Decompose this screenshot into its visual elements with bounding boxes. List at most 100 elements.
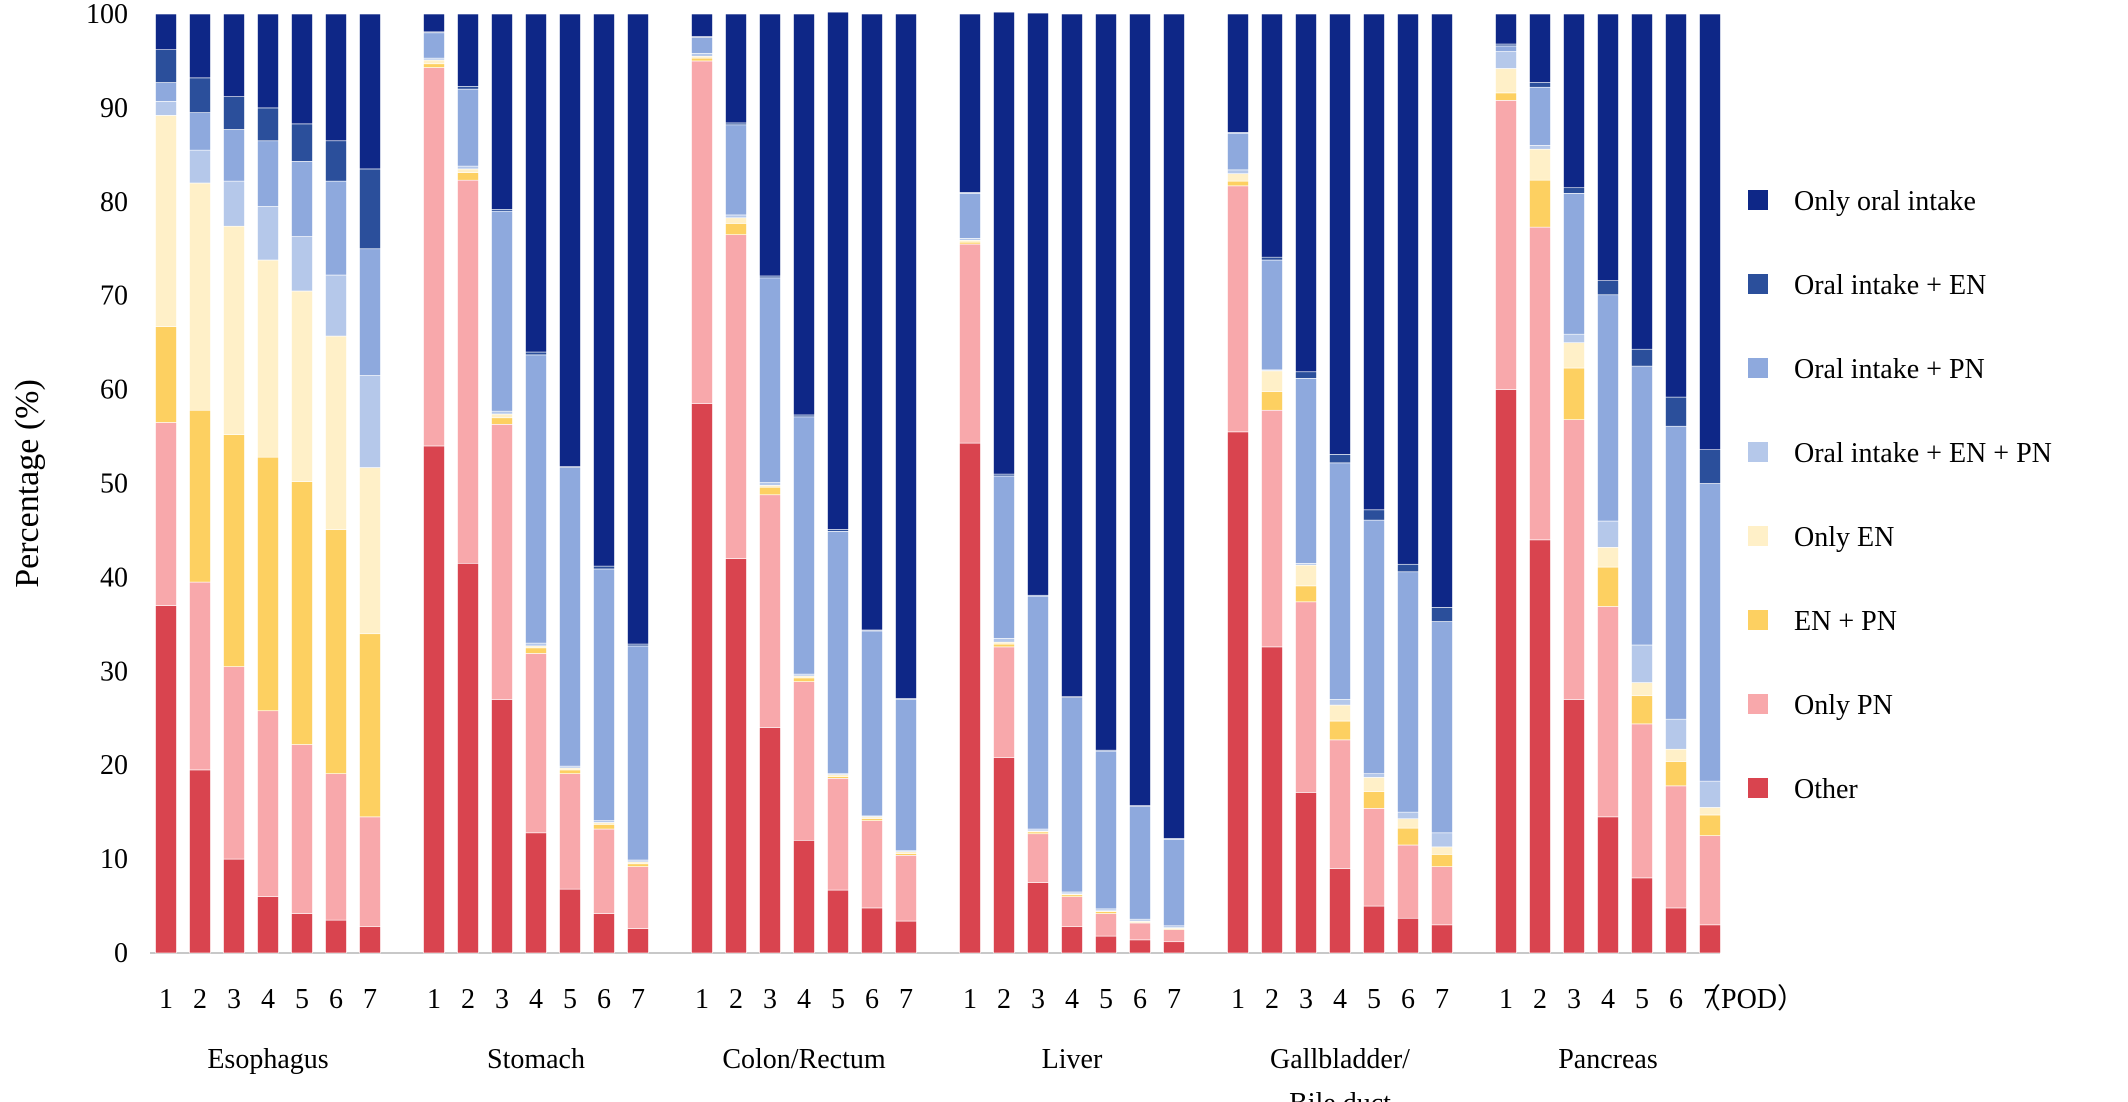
x-unit-label: （POD） xyxy=(1693,983,1805,1015)
legend-label: Only PN xyxy=(1794,690,1893,721)
group-label: Bile duct xyxy=(1289,1088,1391,1102)
bar-segment: Colon/Rectum POD 7 – Only PN: 7 xyxy=(895,855,917,922)
bar-segment: Stomach POD 2 – EN + PN: 0.8 xyxy=(457,172,479,181)
bar-segment: Pancreas POD 3 – Only PN: 29.8 xyxy=(1563,419,1585,700)
bar-segment: Stomach POD 7 – EN + PN: 0.3 xyxy=(627,863,649,867)
x-tick-label: 1 xyxy=(695,984,709,1015)
bar-segment: Colon/Rectum POD 6 – Oral intake + PN: 1… xyxy=(861,630,883,817)
bar-segment: Stomach POD 3 – Only PN: 29.3 xyxy=(491,424,513,700)
bar-segment: Liver POD 5 – Other: 1.8 xyxy=(1095,935,1117,954)
bar-segment: Esophagus POD 7 – Other: 2.8 xyxy=(359,926,381,954)
x-tick-label: 4 xyxy=(1601,984,1615,1015)
bar-segment: Esophagus POD 4 – Only PN: 19.8 xyxy=(257,710,279,897)
bar-segment: Gallbladder/ Bile duct POD 1 – Oral inta… xyxy=(1227,169,1249,174)
bar-segment: Esophagus POD 3 – Oral intake + EN + PN:… xyxy=(223,180,245,227)
bar-segment: Colon/Rectum POD 2 – EN + PN: 1.2 xyxy=(725,223,747,235)
bar-segment: Gallbladder/ Bile duct POD 5 – EN + PN: … xyxy=(1363,791,1385,809)
bar-segment: Pancreas POD 3 – Only EN: 2.7 xyxy=(1563,342,1585,369)
bar-segment: Gallbladder/ Bile duct POD 5 – Other: 5 xyxy=(1363,905,1385,954)
bar-segment: Liver POD 3 – Oral intake + PN: 24.8 xyxy=(1027,595,1049,830)
bar-segment: Pancreas POD 2 – Oral intake + EN + PN: … xyxy=(1529,145,1551,150)
bar-segment: Colon/Rectum POD 1 – Oral intake + EN + … xyxy=(691,53,713,57)
bar-segment: Esophagus POD 4 – Only oral intake: 10 xyxy=(257,13,279,109)
bar-segment: Colon/Rectum POD 1 – EN + PN: 0.3 xyxy=(691,57,713,62)
bar-segment: Pancreas POD 1 – Only EN: 2.6 xyxy=(1495,68,1517,94)
bar-segment: Stomach POD 1 – Only PN: 40.3 xyxy=(423,67,445,447)
bar-segment: Liver POD 2 – Only oral intake: 49.2 xyxy=(993,11,1015,475)
bar-segment: Esophagus POD 6 – Oral intake + EN + PN:… xyxy=(325,274,347,337)
bar-segment: Pancreas POD 5 – Other: 8 xyxy=(1631,877,1653,954)
x-tick-label: 2 xyxy=(193,984,207,1015)
bar-segment: Pancreas POD 2 – Oral intake + PN: 6.2 xyxy=(1529,86,1551,146)
legend-swatch xyxy=(1748,274,1768,294)
bar-segment: Esophagus POD 6 – Only EN: 20.6 xyxy=(325,335,347,530)
bar-segment: Gallbladder/ Bile duct POD 4 – Other: 9 xyxy=(1329,868,1351,954)
bar-segment: Stomach POD 5 – Other: 6.8 xyxy=(559,888,581,954)
bar-segment: Gallbladder/ Bile duct POD 3 – Only PN: … xyxy=(1295,601,1317,793)
bar-segment: Stomach POD 4 – EN + PN: 0.6 xyxy=(525,647,547,654)
bar-segment: Gallbladder/ Bile duct POD 6 – Only oral… xyxy=(1397,13,1419,565)
x-tick-label: 1 xyxy=(1499,984,1513,1015)
bar-segment: Pancreas POD 7 – Other: 3 xyxy=(1699,924,1721,954)
y-tick-label: 80 xyxy=(100,187,128,218)
bar-segment: Esophagus POD 2 – Oral intake + EN: 3.7 xyxy=(189,77,211,113)
y-tick-label: 50 xyxy=(100,469,128,500)
bar-segment: Stomach POD 5 – Only oral intake: 48.2 xyxy=(559,13,581,467)
bar-segment: Pancreas POD 2 – Only EN: 3.3 xyxy=(1529,148,1551,181)
bar-segment: Gallbladder/ Bile duct POD 1 – Only oral… xyxy=(1227,13,1249,133)
bar-segment: Pancreas POD 7 – Only PN: 9.5 xyxy=(1699,835,1721,926)
bar-segment: Pancreas POD 1 – EN + PN: 0.8 xyxy=(1495,92,1517,101)
bar-segment: Stomach POD 4 – Other: 12.8 xyxy=(525,832,547,954)
bar-segment: Gallbladder/ Bile duct POD 7 – Oral inta… xyxy=(1431,621,1453,834)
x-tick-label: 4 xyxy=(797,984,811,1015)
bar-segment: Gallbladder/ Bile duct POD 4 – Only EN: … xyxy=(1329,704,1351,722)
bar-segment: Esophagus POD 4 – Oral intake + EN: 3.5 xyxy=(257,107,279,142)
y-tick-label: 100 xyxy=(86,0,128,30)
bar-segment: Esophagus POD 5 – Oral intake + PN: 8 xyxy=(291,161,313,237)
bar-segment: Liver POD 7 – Only oral intake: 87.8 xyxy=(1163,13,1185,839)
bar-segment: Stomach POD 6 – Only PN: 9 xyxy=(593,828,615,914)
bar-segment: Colon/Rectum POD 2 – Other: 42 xyxy=(725,558,747,954)
bar-segment: Gallbladder/ Bile duct POD 7 – Oral inta… xyxy=(1431,832,1453,848)
bar-segment: Gallbladder/ Bile duct POD 7 – Oral inta… xyxy=(1431,607,1453,622)
bar-segment: Esophagus POD 6 – Oral intake + EN: 4.3 xyxy=(325,140,347,182)
bar-segment: Liver POD 5 – Oral intake + PN: 16.8 xyxy=(1095,750,1117,910)
bar-segment: Esophagus POD 4 – Oral intake + PN: 7 xyxy=(257,140,279,207)
bar-segment: Gallbladder/ Bile duct POD 5 – Only EN: … xyxy=(1363,777,1385,792)
x-tick-label: 1 xyxy=(963,984,977,1015)
bar-segment: Gallbladder/ Bile duct POD 2 – Other: 32… xyxy=(1261,646,1283,954)
x-tick-label: 2 xyxy=(729,984,743,1015)
bar-segment: Gallbladder/ Bile duct POD 1 – Other: 55… xyxy=(1227,431,1249,954)
bar-segment: Esophagus POD 1 – Only oral intake: 3.8 xyxy=(155,13,177,50)
bar-segment: Esophagus POD 2 – Oral intake + EN + PN:… xyxy=(189,149,211,184)
bar-segment: Pancreas POD 6 – Oral intake + EN + PN: … xyxy=(1665,718,1687,750)
bar-segment: Gallbladder/ Bile duct POD 7 – Only oral… xyxy=(1431,13,1453,608)
bar-segment: Stomach POD 1 – Only EN: 0.4 xyxy=(423,59,445,65)
y-tick-label: 0 xyxy=(114,938,128,969)
bar-segment: Stomach POD 7 – Other: 2.6 xyxy=(627,928,649,954)
x-tick-label: 7 xyxy=(363,984,377,1015)
bar-segment: Esophagus POD 5 – Oral intake + EN: 4 xyxy=(291,123,313,162)
bar-segment: Colon/Rectum POD 2 – Only oral intake: 1… xyxy=(725,13,747,124)
bar-segment: Colon/Rectum POD 6 – Other: 4.8 xyxy=(861,907,883,954)
bar-segment: Colon/Rectum POD 1 – Other: 58.5 xyxy=(691,403,713,954)
bar-segment: Stomach POD 2 – Only PN: 40.8 xyxy=(457,179,479,564)
bar-segment: Stomach POD 1 – EN + PN: 0.4 xyxy=(423,63,445,68)
bar-segment: Stomach POD 3 – Other: 27 xyxy=(491,699,513,954)
bar-segment: Gallbladder/ Bile duct POD 3 – Oral inta… xyxy=(1295,378,1317,564)
x-tick-label: 5 xyxy=(563,984,577,1015)
x-tick-label: 7 xyxy=(1167,984,1181,1015)
legend-swatch xyxy=(1748,442,1768,462)
bar-segment: Colon/Rectum POD 3 – Oral intake + EN + … xyxy=(759,482,781,486)
bar-segment: Esophagus POD 3 – Only PN: 20.5 xyxy=(223,666,245,860)
bar-segment: Gallbladder/ Bile duct POD 1 – Oral inta… xyxy=(1227,132,1249,171)
bar-segment: Colon/Rectum POD 2 – Only EN: 0.6 xyxy=(725,217,747,224)
bar-segment: Esophagus POD 5 – Oral intake + EN + PN:… xyxy=(291,236,313,292)
x-tick-label: 1 xyxy=(159,984,173,1015)
bar-segment: Pancreas POD 6 – Other: 4.8 xyxy=(1665,907,1687,954)
bar-segment: Pancreas POD 7 – Oral intake + EN: 3.6 xyxy=(1699,449,1721,484)
bar-segment: Pancreas POD 2 – Oral intake + EN: 0.5 xyxy=(1529,82,1551,88)
bar-segment: Pancreas POD 2 – Only oral intake: 7.3 xyxy=(1529,13,1551,83)
bar-segment: Gallbladder/ Bile duct POD 1 – Only EN: … xyxy=(1227,173,1249,182)
bar-segment: Liver POD 4 – Other: 2.8 xyxy=(1061,926,1083,954)
